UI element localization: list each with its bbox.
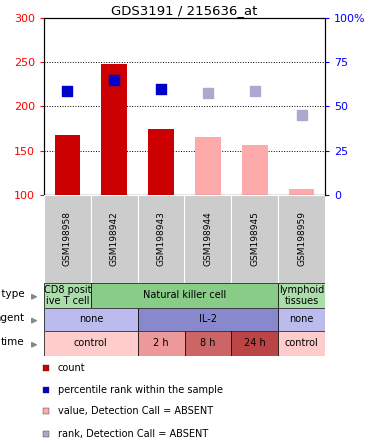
Text: none: none — [289, 314, 314, 325]
Bar — [184, 331, 232, 356]
Text: GSM198958: GSM198958 — [63, 211, 72, 266]
Bar — [91, 283, 278, 308]
Bar — [232, 331, 278, 356]
Bar — [278, 283, 325, 308]
Bar — [138, 331, 184, 356]
Point — [65, 87, 70, 94]
Text: cell type: cell type — [0, 289, 24, 299]
Bar — [289, 189, 315, 195]
Text: GSM198943: GSM198943 — [157, 211, 165, 266]
Point — [299, 112, 305, 119]
Bar — [43, 365, 49, 371]
Bar — [138, 308, 278, 331]
Text: Natural killer cell: Natural killer cell — [143, 290, 226, 301]
Bar — [43, 408, 49, 414]
Title: GDS3191 / 215636_at: GDS3191 / 215636_at — [111, 4, 258, 17]
Bar — [44, 195, 91, 283]
Bar — [278, 308, 325, 331]
Text: 2 h: 2 h — [153, 338, 169, 349]
Text: GSM198944: GSM198944 — [203, 212, 213, 266]
Text: CD8 posit
ive T cell: CD8 posit ive T cell — [44, 285, 91, 306]
Text: none: none — [79, 314, 103, 325]
Point — [205, 90, 211, 97]
Text: lymphoid
tissues: lymphoid tissues — [279, 285, 324, 306]
Bar — [278, 331, 325, 356]
Bar — [91, 195, 138, 283]
Bar — [232, 195, 278, 283]
Text: value, Detection Call = ABSENT: value, Detection Call = ABSENT — [58, 406, 213, 416]
Text: percentile rank within the sample: percentile rank within the sample — [58, 385, 223, 395]
Text: GSM198945: GSM198945 — [250, 211, 259, 266]
Bar — [43, 387, 49, 393]
Point — [252, 88, 258, 95]
Bar — [101, 64, 127, 195]
Bar — [43, 431, 49, 437]
Bar — [44, 308, 138, 331]
Bar — [184, 195, 232, 283]
Text: GSM198959: GSM198959 — [297, 211, 306, 266]
Text: 24 h: 24 h — [244, 338, 266, 349]
Text: control: control — [74, 338, 108, 349]
Text: agent: agent — [0, 313, 24, 323]
Point — [158, 85, 164, 92]
Bar — [242, 145, 267, 195]
Bar — [44, 283, 91, 308]
Bar — [148, 129, 174, 195]
Bar — [278, 195, 325, 283]
Text: GSM198942: GSM198942 — [110, 212, 119, 266]
Text: IL-2: IL-2 — [199, 314, 217, 325]
Bar — [55, 135, 80, 195]
Point — [111, 76, 117, 83]
Text: 8 h: 8 h — [200, 338, 216, 349]
Text: rank, Detection Call = ABSENT: rank, Detection Call = ABSENT — [58, 428, 208, 439]
Text: control: control — [285, 338, 318, 349]
Text: time: time — [1, 337, 24, 347]
Bar — [138, 195, 184, 283]
Text: count: count — [58, 363, 85, 373]
Bar — [195, 138, 221, 195]
Bar — [44, 331, 138, 356]
